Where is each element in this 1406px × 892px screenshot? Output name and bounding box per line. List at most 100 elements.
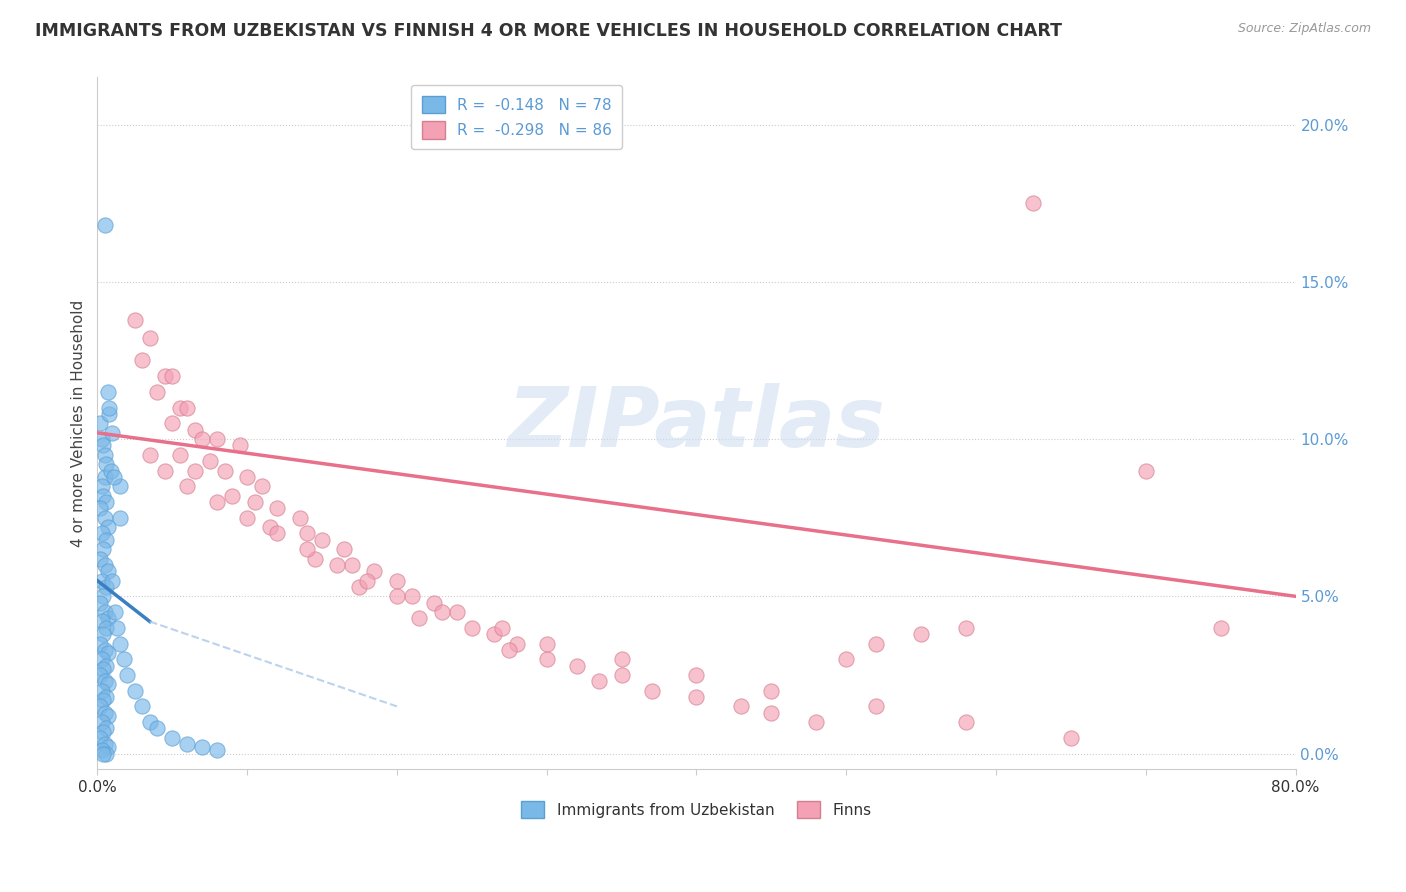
Point [103,470,125,484]
Point [446,605,468,619]
Text: ZIPatlas: ZIPatlas [508,383,886,464]
Point [98,407,121,421]
Point [162,731,184,745]
Point [94,674,117,689]
Point [349,580,371,594]
Point [1209,621,1232,635]
Point [266,526,288,541]
Point [93,438,115,452]
Point [401,590,423,604]
Point [806,715,828,730]
Point [94,642,117,657]
Point [865,699,887,714]
Point [104,605,127,619]
Point [385,574,408,588]
Point [685,668,707,682]
Point [98,401,121,415]
Point [491,621,513,635]
Point [90,743,112,757]
Point [94,448,117,462]
Point [176,479,198,493]
Point [90,574,112,588]
Point [94,605,117,619]
Point [205,432,228,446]
Point [94,219,117,233]
Point [266,501,288,516]
Point [955,715,977,730]
Point [1060,731,1083,745]
Point [94,510,117,524]
Point [105,621,128,635]
Point [461,621,484,635]
Point [93,489,115,503]
Text: Source: ZipAtlas.com: Source: ZipAtlas.com [1237,22,1371,36]
Point [94,558,117,572]
Point [89,596,111,610]
Point [96,690,118,704]
Point [153,369,176,384]
Point [139,331,162,345]
Point [363,564,385,578]
Point [288,510,311,524]
Point [162,369,184,384]
Point [565,658,588,673]
Point [176,737,198,751]
Point [498,642,520,657]
Point [96,580,118,594]
Point [236,510,259,524]
Point [340,558,363,572]
Point [117,668,139,682]
Point [101,574,124,588]
Point [588,674,610,689]
Point [250,479,273,493]
Point [385,590,408,604]
Point [90,615,112,629]
Point [162,417,184,431]
Point [97,384,120,399]
Point [228,438,250,452]
Point [90,715,112,730]
Point [311,533,333,547]
Point [96,621,118,635]
Point [93,724,115,739]
Point [205,495,228,509]
Point [124,683,146,698]
Point [108,636,131,650]
Point [243,495,266,509]
Point [94,737,117,751]
Point [108,510,131,524]
Point [326,558,349,572]
Point [90,526,112,541]
Point [191,740,214,755]
Point [93,542,115,557]
Point [97,520,120,534]
Point [640,683,662,698]
Point [191,432,214,446]
Point [408,611,430,625]
Point [536,652,558,666]
Point [610,668,633,682]
Point [100,464,122,478]
Point [90,652,112,666]
Point [93,590,115,604]
Point [685,690,707,704]
Y-axis label: 4 or more Vehicles in Household: 4 or more Vehicles in Household [72,300,86,547]
Point [94,706,117,720]
Point [295,526,318,541]
Point [610,652,633,666]
Point [430,605,453,619]
Point [94,470,117,484]
Point [146,384,169,399]
Point [93,693,115,707]
Point [101,425,124,440]
Point [97,611,120,625]
Point [865,636,887,650]
Text: IMMIGRANTS FROM UZBEKISTAN VS FINNISH 4 OR MORE VEHICLES IN HOUSEHOLD CORRELATIO: IMMIGRANTS FROM UZBEKISTAN VS FINNISH 4 … [35,22,1062,40]
Legend: Immigrants from Uzbekistan, Finns: Immigrants from Uzbekistan, Finns [516,795,877,824]
Point [139,715,162,730]
Point [198,454,221,468]
Point [139,448,162,462]
Point [131,353,153,368]
Point [236,470,259,484]
Point [96,533,118,547]
